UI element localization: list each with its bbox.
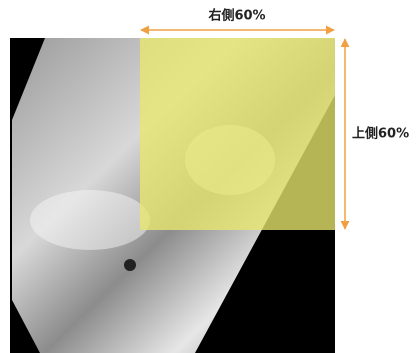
overlap-region bbox=[140, 38, 335, 230]
cloud-mass bbox=[30, 190, 150, 250]
dark-spot bbox=[124, 259, 136, 271]
top-label: 上側60% bbox=[352, 126, 409, 142]
right-label: 右側60% bbox=[207, 8, 265, 24]
